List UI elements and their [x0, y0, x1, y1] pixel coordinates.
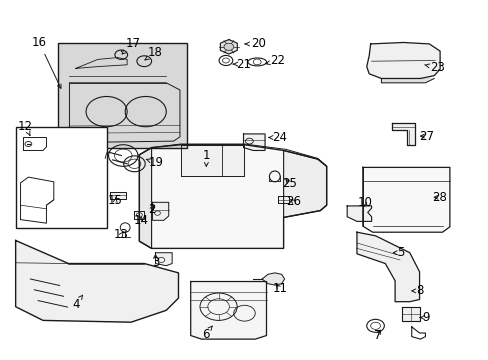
Text: 5: 5 [392, 246, 404, 259]
Text: 26: 26 [285, 195, 300, 208]
Polygon shape [139, 145, 326, 248]
Text: 25: 25 [282, 177, 296, 190]
Text: 2: 2 [147, 203, 155, 216]
Polygon shape [134, 211, 144, 219]
Text: 24: 24 [268, 131, 286, 144]
Text: 10: 10 [357, 196, 371, 209]
Text: 12: 12 [18, 120, 33, 135]
Bar [58, 43, 186, 148]
Polygon shape [262, 273, 284, 285]
Polygon shape [381, 78, 433, 83]
Circle shape [224, 43, 233, 50]
Text: 27: 27 [418, 130, 433, 143]
Polygon shape [391, 123, 414, 145]
Polygon shape [356, 232, 419, 302]
Polygon shape [362, 167, 449, 232]
Polygon shape [181, 145, 244, 176]
Polygon shape [69, 83, 180, 142]
Bar [16, 127, 106, 228]
Text: 3: 3 [151, 253, 159, 269]
Text: 15: 15 [108, 194, 122, 207]
Text: 9: 9 [419, 311, 429, 324]
Polygon shape [76, 58, 127, 68]
Text: 16: 16 [32, 36, 61, 88]
Text: 22: 22 [265, 54, 285, 67]
Text: 14: 14 [133, 214, 148, 227]
Text: 11: 11 [272, 282, 286, 295]
Text: 6: 6 [201, 326, 212, 341]
Polygon shape [243, 134, 264, 150]
Text: 19: 19 [146, 156, 163, 169]
Text: 18: 18 [144, 46, 163, 60]
Text: 21: 21 [233, 58, 250, 71]
Text: 1: 1 [202, 149, 210, 166]
Polygon shape [23, 138, 46, 150]
Polygon shape [20, 177, 54, 223]
Polygon shape [110, 192, 126, 199]
Text: 17: 17 [122, 37, 140, 54]
Polygon shape [16, 240, 178, 322]
Text: 7: 7 [373, 329, 381, 342]
Text: 28: 28 [431, 191, 446, 204]
Polygon shape [139, 148, 151, 248]
Polygon shape [220, 40, 237, 54]
Text: 8: 8 [411, 284, 423, 297]
Polygon shape [346, 206, 371, 221]
Polygon shape [366, 42, 439, 78]
Polygon shape [152, 202, 168, 220]
Text: 4: 4 [72, 295, 82, 311]
Polygon shape [190, 282, 266, 339]
Polygon shape [401, 307, 419, 321]
Polygon shape [283, 150, 326, 217]
Text: 20: 20 [244, 37, 265, 50]
Text: 23: 23 [424, 61, 444, 74]
Polygon shape [155, 253, 172, 266]
Polygon shape [277, 196, 288, 203]
Text: 13: 13 [114, 228, 128, 241]
